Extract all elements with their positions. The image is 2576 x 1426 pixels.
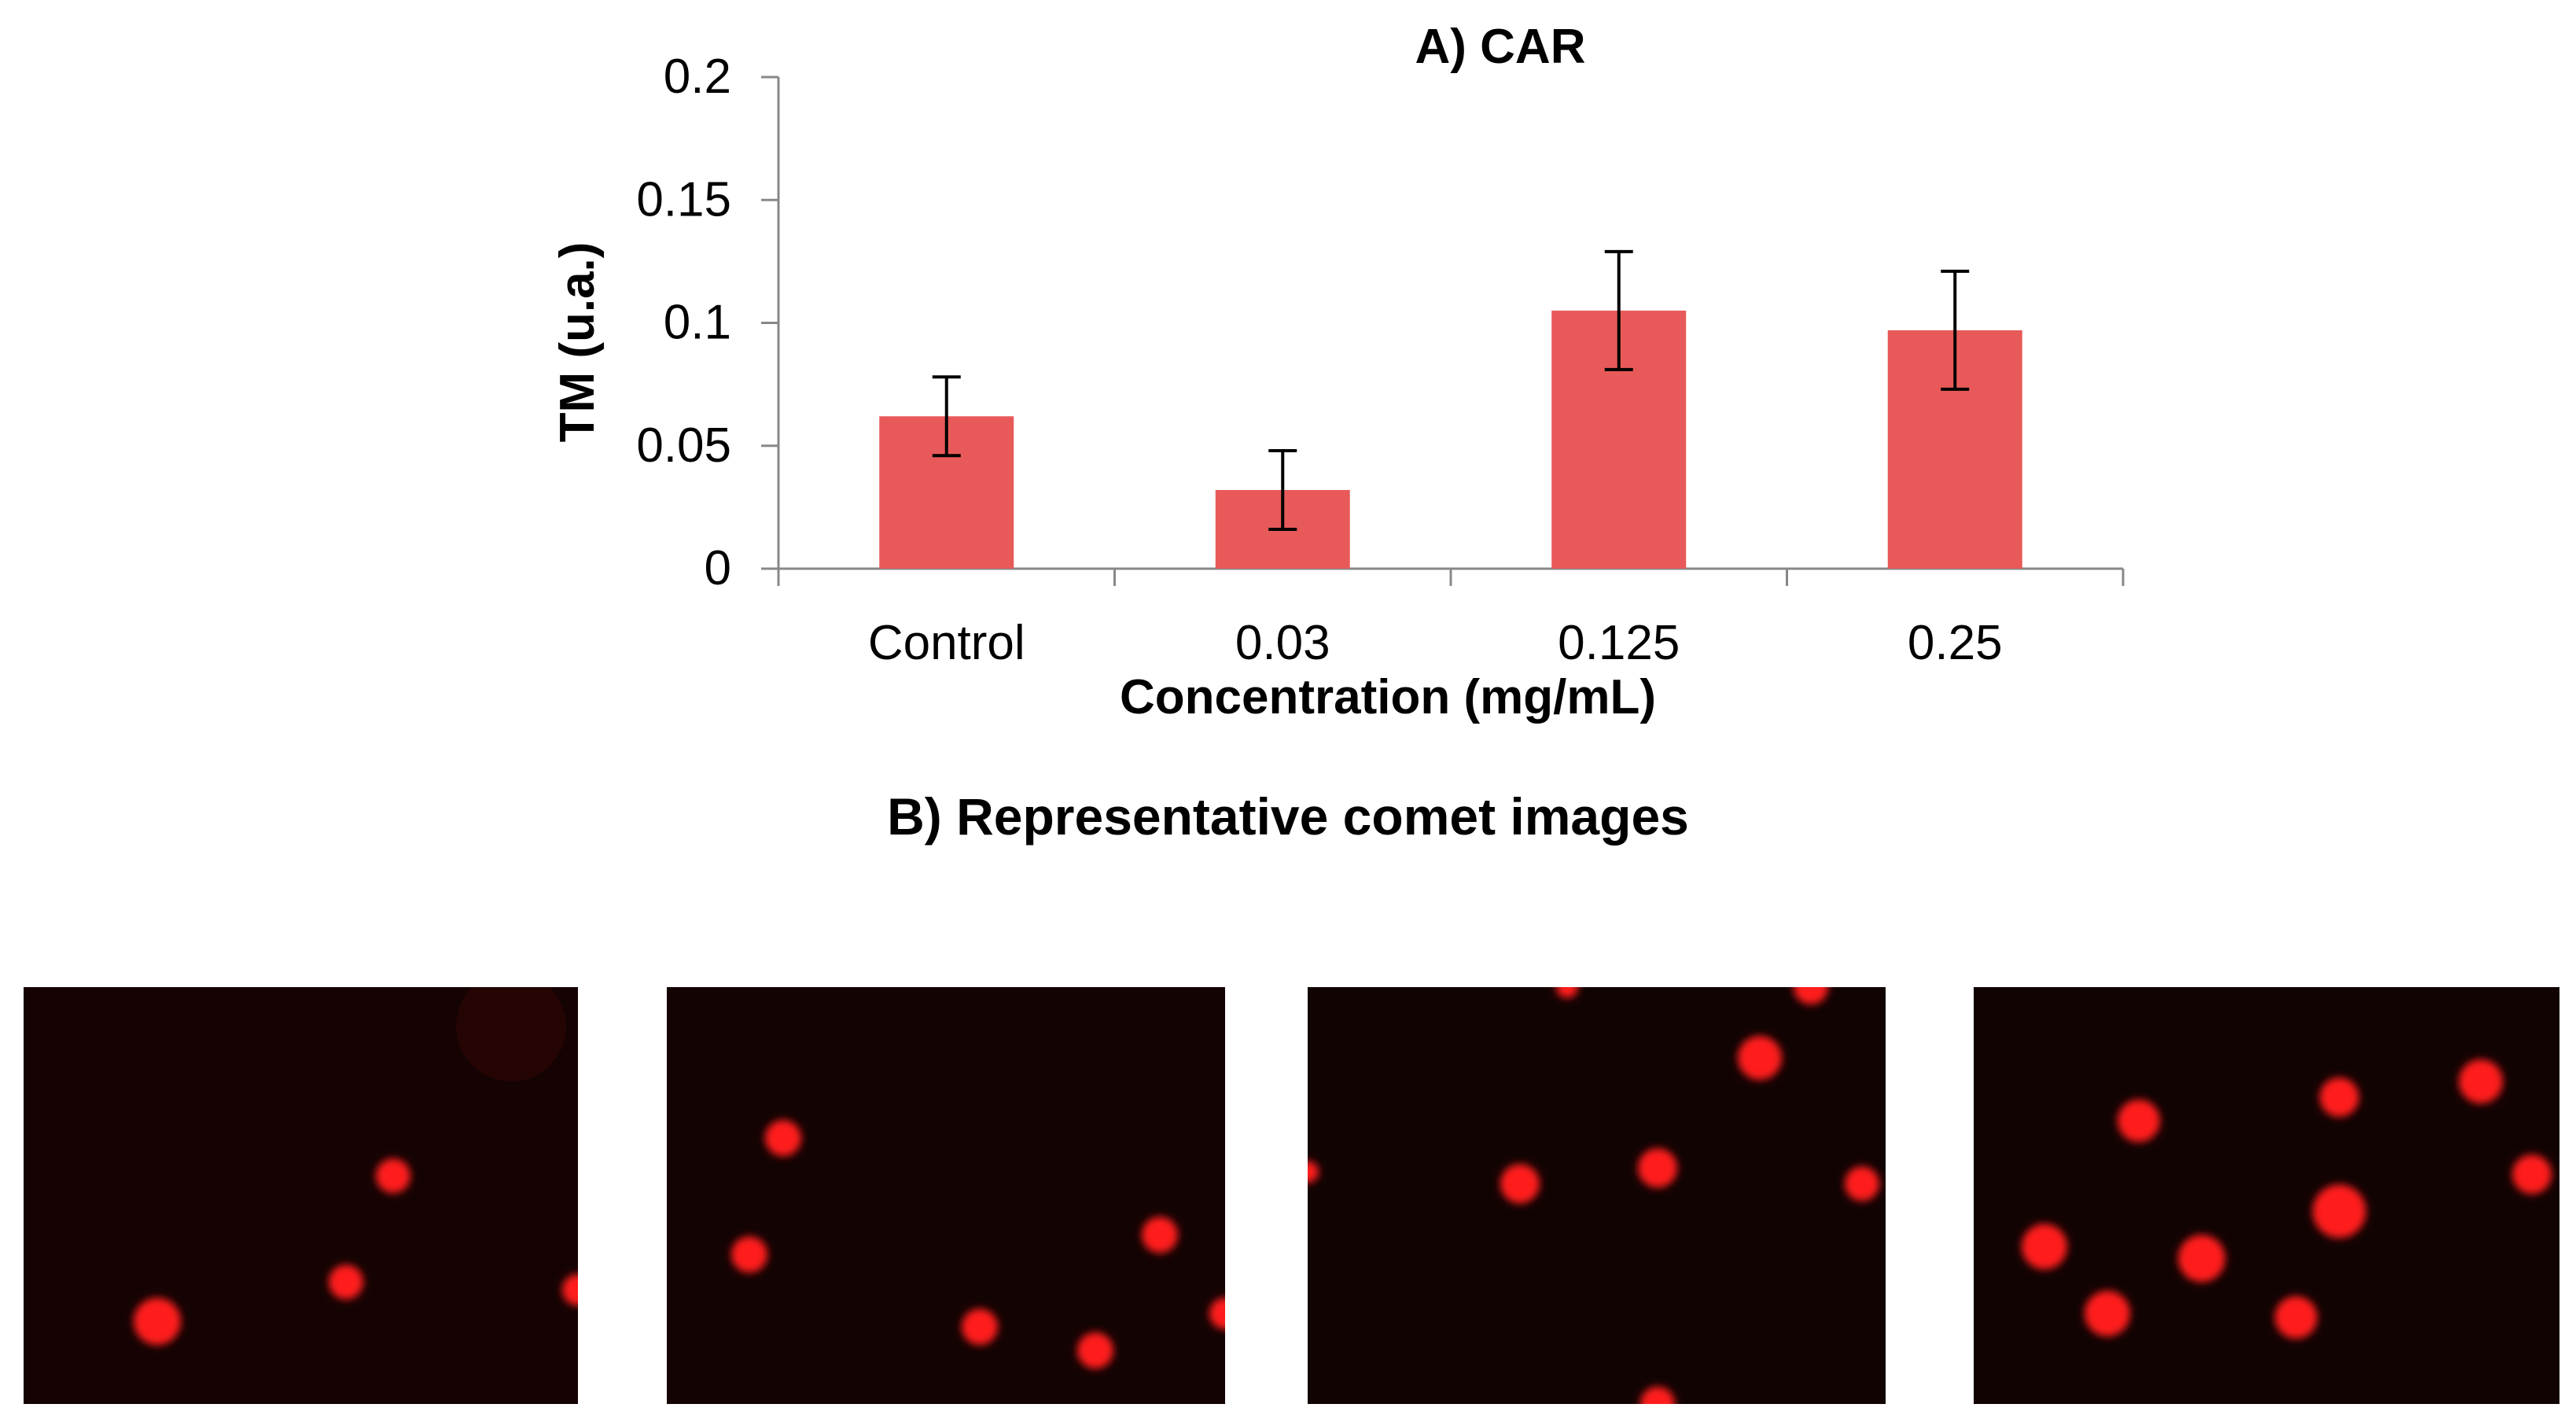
- y-tick-label: 0.15: [636, 172, 731, 227]
- comet-image-0-25-graphic: [1974, 987, 2559, 1404]
- comet-image-0-03-graphic: [667, 987, 1225, 1404]
- x-tick-label: 0.03: [1235, 616, 1330, 670]
- bar-chart: A) CAR 0 0.05 0.1 0.15 0.2 Control 0.03 0.125 0…: [550, 20, 2125, 724]
- x-axis-title: Concentration (mg/mL): [1120, 670, 1656, 724]
- comet-image-0-125-graphic: [1308, 987, 1886, 1404]
- x-tick-label: 0.125: [1558, 616, 1680, 670]
- x-axis: Control 0.03 0.125 0.25: [777, 567, 2125, 670]
- comet-image-control: [24, 987, 578, 1404]
- comet-image-0-125: [1308, 987, 1886, 1404]
- comet-image-0-25: [1974, 987, 2559, 1404]
- y-axis-title: TM (u.a.): [550, 242, 605, 443]
- comet-section-title: B) Representative comet images: [887, 787, 1689, 846]
- y-tick-label: 0.1: [664, 296, 731, 350]
- x-tick-label: Control: [868, 616, 1025, 670]
- comet-image-0-03: [667, 987, 1225, 1404]
- x-tick-label: 0.25: [1908, 616, 2003, 670]
- bars-group: [879, 249, 2022, 569]
- y-tick-label: 0: [705, 541, 731, 595]
- y-tick-label: 0.2: [664, 50, 731, 104]
- y-axis: 0 0.05 0.1 0.15 0.2: [636, 50, 780, 595]
- y-tick-label: 0.05: [636, 418, 731, 473]
- chart-title: A) CAR: [1415, 20, 1586, 74]
- comet-image-control-graphic: [24, 987, 578, 1404]
